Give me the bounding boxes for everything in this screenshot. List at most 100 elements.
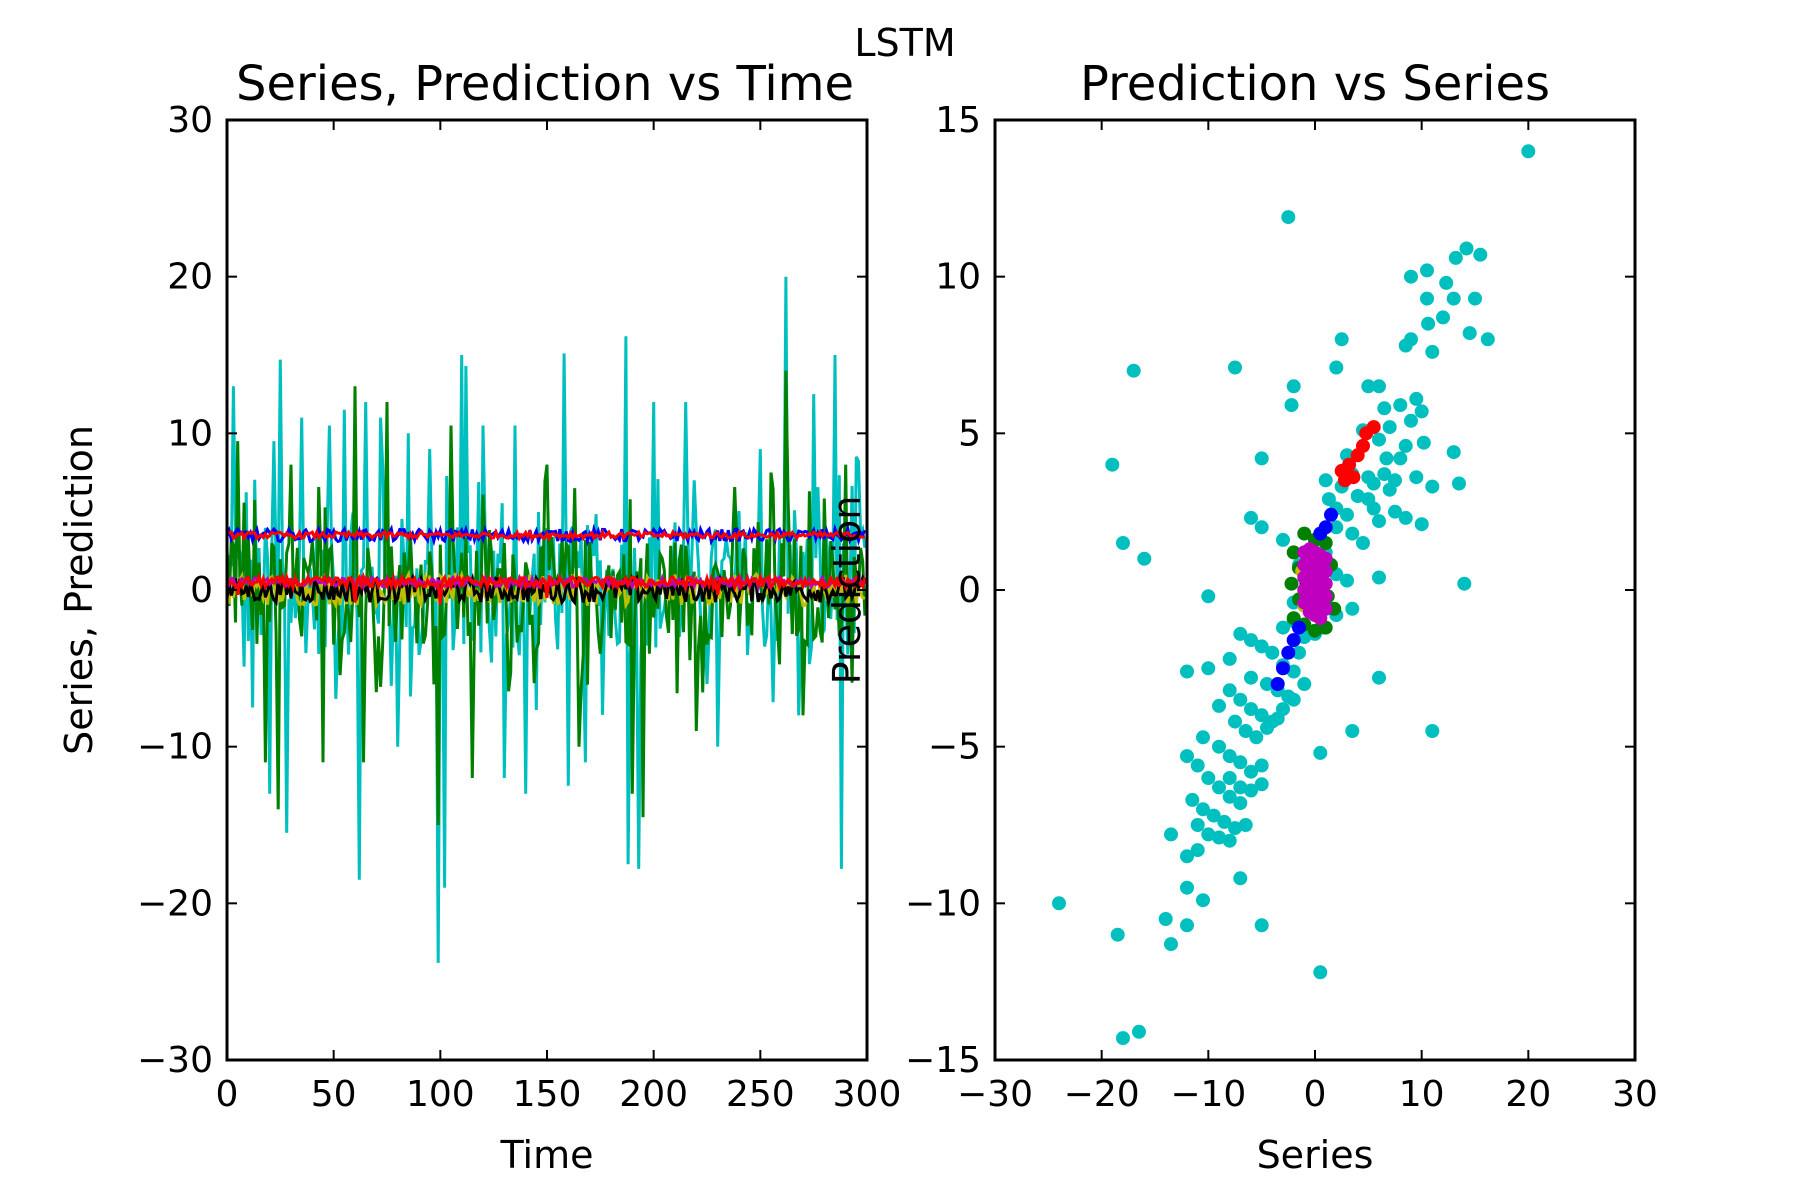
scatter-point	[1404, 413, 1418, 428]
scatter-point	[1393, 398, 1408, 413]
scatter-point	[1222, 789, 1237, 804]
scatter-point	[1420, 291, 1434, 306]
line-chart-title: Series, Prediction vs Time	[236, 56, 854, 112]
scatter-point	[1292, 645, 1306, 660]
scatter-point	[1254, 639, 1269, 654]
scatter-point	[1337, 473, 1352, 488]
scatter-point	[1334, 332, 1349, 347]
scatter-point	[1190, 843, 1205, 858]
line-chart-panel: Series, Prediction vs Time 0 50 100 150 200 2…	[57, 56, 901, 1177]
scatter-point	[1372, 514, 1386, 529]
scatter-point	[1324, 507, 1338, 522]
scatter-point	[1270, 677, 1285, 691]
scatter-point	[1164, 827, 1178, 842]
scatter-point	[1222, 651, 1237, 666]
scatter-point	[1425, 724, 1440, 738]
scatter-point	[1233, 780, 1248, 795]
scatter-point	[1286, 379, 1301, 394]
line-chart-y-tick-label: 30	[167, 100, 213, 141]
line-chart-x-axis-label: Time	[500, 1133, 594, 1177]
line-chart-x-tick-label: 0	[216, 1074, 239, 1115]
scatter-point	[1281, 210, 1296, 225]
scatter-point	[1201, 827, 1216, 842]
scatter-point	[1201, 589, 1216, 604]
scatter-point	[1244, 633, 1258, 648]
scatter-chart-x-tick-label: 10	[1399, 1074, 1445, 1115]
scatter-point	[1329, 360, 1344, 375]
scatter-point	[1254, 708, 1269, 723]
line-chart-x-tick-label: 100	[406, 1074, 475, 1115]
scatter-point	[1212, 780, 1226, 795]
scatter-point	[1468, 291, 1482, 306]
scatter-point	[1318, 473, 1333, 488]
scatter-chart-y-ticks: −15 −10 −5 0 5 10 15	[905, 100, 1635, 1081]
scatter-point	[1409, 470, 1424, 485]
scatter-point	[1132, 1024, 1146, 1039]
scatter-point	[1521, 144, 1536, 159]
scatter-point	[1244, 764, 1258, 779]
scatter-point	[1222, 771, 1237, 785]
scatter-point	[1244, 670, 1258, 685]
scatter-point	[1345, 526, 1360, 541]
scatter-point	[1459, 241, 1474, 256]
scatter-point	[1448, 250, 1463, 265]
scatter-point	[1409, 391, 1424, 406]
scatter-chart-x-tick-label: 30	[1612, 1074, 1658, 1115]
line-series-6	[227, 571, 867, 605]
scatter-point	[1196, 730, 1210, 745]
scatter-point	[1270, 711, 1285, 726]
scatter-point	[1329, 520, 1344, 535]
scatter-point	[1398, 438, 1413, 453]
scatter-chart-panel: Prediction vs Series −30 −20 −10 0 10 20 30 −1…	[825, 56, 1658, 1177]
scatter-point	[1398, 338, 1413, 353]
scatter-point	[1372, 670, 1386, 685]
scatter-point	[1340, 573, 1354, 588]
scatter-point	[1201, 771, 1216, 785]
scatter-point	[1254, 758, 1269, 773]
scatter-point	[1222, 749, 1237, 764]
scatter-point	[1379, 451, 1394, 466]
line-chart-x-tick-label: 50	[311, 1074, 357, 1115]
scatter-point	[1297, 677, 1312, 691]
scatter-point	[1254, 918, 1269, 933]
scatter-point	[1377, 401, 1392, 416]
scatter-point	[1265, 645, 1280, 660]
scatter-point	[1180, 880, 1194, 895]
scatter-chart-y-tick-label: −10	[905, 883, 981, 924]
scatter-point	[1356, 438, 1370, 453]
scatter-point	[1201, 661, 1216, 676]
scatter-point	[1206, 808, 1221, 823]
scatter-chart-x-tick-label: −30	[957, 1074, 1033, 1115]
scatter-point	[1313, 745, 1328, 760]
scatter-point	[1228, 360, 1242, 375]
scatter-point	[1260, 720, 1274, 735]
scatter-point	[1244, 702, 1258, 717]
scatter-point	[1212, 830, 1226, 845]
scatter-point	[1196, 802, 1210, 817]
scatter-point	[1286, 633, 1301, 648]
line-chart-y-tick-label: −20	[137, 883, 213, 924]
scatter-point	[1297, 526, 1312, 541]
line-series-7	[227, 528, 865, 542]
scatter-point	[1372, 432, 1386, 447]
scatter-chart-points-group	[1052, 144, 1536, 1046]
line-chart-x-tick-label: 150	[513, 1074, 582, 1115]
scatter-point	[1276, 620, 1290, 635]
line-chart-series-group	[227, 276, 867, 963]
scatter-point	[1286, 692, 1301, 707]
figure-suptitle: LSTM	[854, 21, 955, 65]
scatter-point	[1398, 510, 1413, 525]
scatter-point	[1238, 818, 1253, 832]
scatter-point	[1238, 724, 1253, 738]
scatter-point	[1393, 451, 1408, 466]
scatter-point	[1345, 601, 1360, 616]
scatter-chart-y-tick-label: 5	[958, 413, 981, 454]
scatter-point	[1164, 937, 1178, 952]
line-chart-y-tick-label: 0	[190, 570, 213, 611]
scatter-point	[1281, 645, 1296, 660]
scatter-point	[1366, 420, 1381, 435]
scatter-point	[1254, 520, 1269, 535]
scatter-point	[1228, 821, 1242, 836]
scatter-point	[1420, 263, 1434, 278]
scatter-point	[1356, 536, 1370, 550]
